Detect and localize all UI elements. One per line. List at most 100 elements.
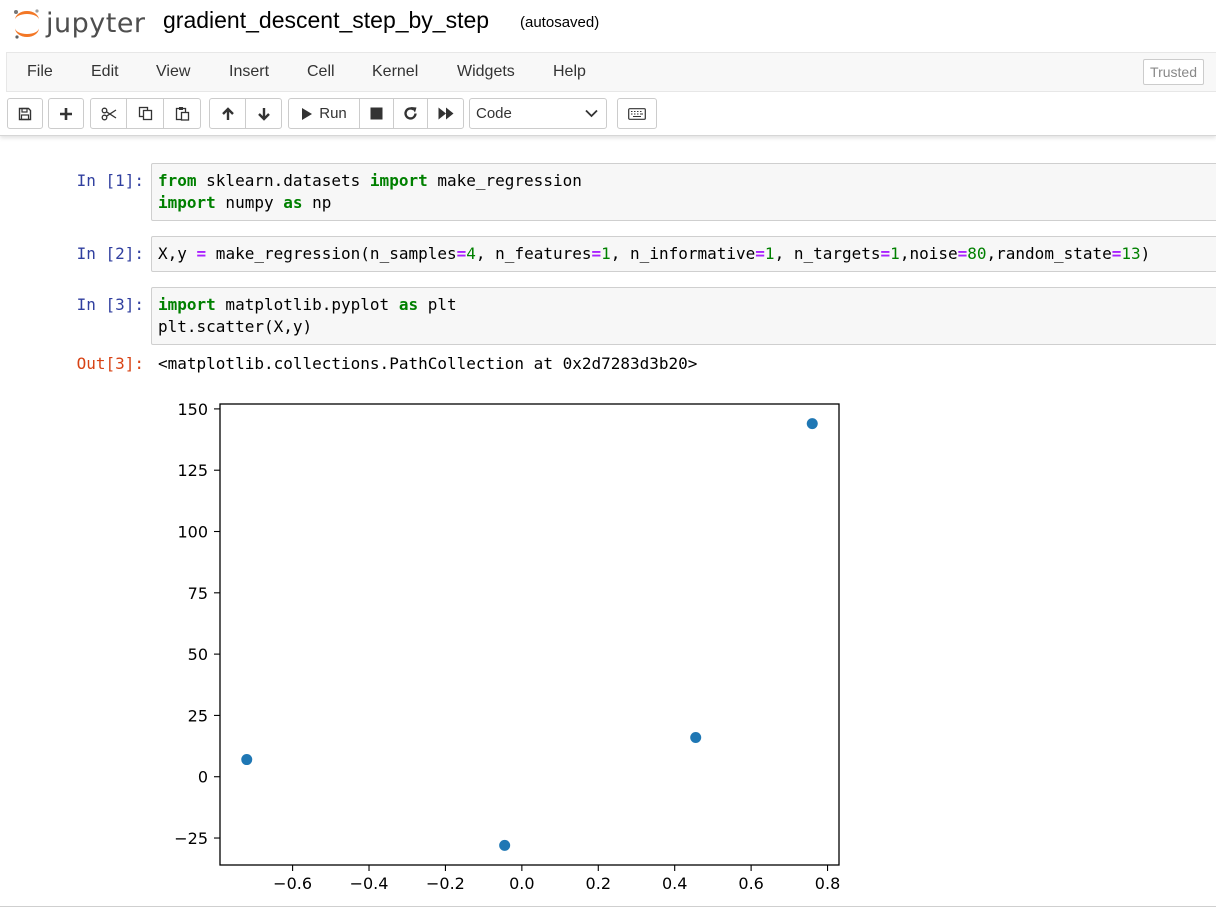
jupyter-logo-text: jupyter [46, 7, 146, 39]
x-tick-label: 0.4 [662, 874, 687, 893]
code-token: ,noise [899, 244, 958, 263]
x-tick-label: 0.0 [509, 874, 534, 893]
interrupt-button[interactable] [359, 98, 394, 129]
x-tick-label: −0.6 [273, 874, 312, 893]
move-up-button[interactable] [209, 98, 246, 129]
y-tick-label: 75 [188, 584, 208, 603]
y-tick-label: 50 [188, 645, 208, 664]
code-token: 4 [466, 244, 476, 263]
paste-icon [175, 107, 189, 121]
menu-insert[interactable]: Insert [229, 63, 270, 80]
y-tick-label: 150 [177, 400, 208, 419]
notebook-header: jupyter gradient_descent_step_by_step (a… [0, 0, 1216, 136]
code-token: import [369, 171, 428, 190]
y-tick-label: 125 [177, 461, 208, 480]
scatter-plot: −0.6 −0.4 −0.2 0.0 0.2 0.4 0.6 0.8 −25 0 25 50 75 100… [174, 400, 840, 893]
input-prompt-2: In [2]: [76, 244, 144, 263]
code-line: import numpy as np [158, 192, 1216, 214]
code-token: as [398, 295, 419, 314]
code-token: = [880, 244, 891, 263]
input-prompt-3: In [3]: [76, 295, 144, 314]
menu-edit[interactable]: Edit [91, 63, 119, 80]
output-text: <matplotlib.collections.PathCollection a… [158, 354, 698, 373]
menu-view[interactable]: View [156, 63, 191, 80]
save-button[interactable] [7, 98, 43, 129]
code-token: make_regression(n_samples [206, 244, 457, 263]
y-tick-label: −25 [174, 829, 208, 848]
code-token: import [158, 193, 216, 212]
restart-run-all-button[interactable] [427, 98, 464, 129]
menu-help[interactable]: Help [553, 63, 586, 80]
trusted-indicator[interactable]: Trusted [1143, 59, 1204, 85]
code-token: X,y [158, 244, 197, 263]
code-token: = [196, 244, 207, 263]
restart-icon [404, 107, 417, 120]
code-token: , n_features [475, 244, 592, 263]
x-tick-label: −0.2 [426, 874, 465, 893]
code-token: ) [1140, 244, 1151, 263]
plot-axes-frame [219, 403, 840, 866]
code-token: = [1111, 244, 1122, 263]
save-icon [18, 107, 32, 120]
code-token: np [302, 193, 332, 212]
x-tick-label: 0.8 [815, 874, 840, 893]
copy-button[interactable] [126, 98, 164, 129]
code-line: from sklearn.datasets import make_regres… [158, 170, 1216, 192]
chevron-down-icon [585, 109, 598, 118]
run-button[interactable]: Run [288, 98, 360, 129]
arrow-down-icon [257, 107, 270, 121]
code-cell-3[interactable]: import matplotlib.pyplot as plt plt.scatt… [151, 287, 1216, 345]
code-token: ,random_state [986, 244, 1112, 263]
move-down-button[interactable] [245, 98, 282, 129]
code-token: = [591, 244, 602, 263]
y-tick-label: 25 [188, 706, 208, 725]
menu-widgets[interactable]: Widgets [457, 63, 515, 80]
toolbar: Run Code [0, 96, 1216, 132]
stop-icon [370, 107, 383, 120]
code-token: , n_targets [774, 244, 881, 263]
code-token: from [158, 171, 197, 190]
menu-kernel[interactable]: Kernel [372, 63, 419, 80]
keyboard-icon [628, 107, 646, 120]
y-tick-label: 0 [198, 768, 208, 787]
code-token: 1 [764, 244, 775, 263]
code-token: = [957, 244, 968, 263]
code-token: = [755, 244, 765, 263]
code-token: 80 [967, 244, 987, 263]
scissors-icon [101, 107, 116, 120]
code-cell-1[interactable]: from sklearn.datasets import make_regres… [151, 163, 1216, 221]
code-token: 13 [1121, 244, 1141, 263]
command-palette-button[interactable] [617, 98, 657, 129]
code-token: import [158, 295, 216, 314]
code-token: make_regression [427, 171, 582, 190]
restart-button[interactable] [393, 98, 428, 129]
plot-marks: −0.6 −0.4 −0.2 0.0 0.2 0.4 0.6 0.8 −25 0 25 50 75 100… [174, 400, 840, 893]
jupyter-logo[interactable]: jupyter [12, 4, 146, 44]
code-token: as [283, 193, 303, 212]
code-token: sklearn.datasets [196, 171, 370, 190]
autosave-status: (autosaved) [520, 14, 600, 31]
jupyter-logo-icon [14, 9, 39, 39]
code-token: , n_informative [610, 244, 756, 263]
scatter-point [241, 754, 253, 766]
paste-button[interactable] [163, 98, 201, 129]
menu-cell[interactable]: Cell [307, 63, 335, 80]
cell-type-value: Code [476, 105, 512, 122]
page-bottom-divider [0, 906, 1216, 907]
input-prompt-1: In [1]: [76, 171, 144, 190]
code-token: plt.scatter(X,y) [158, 317, 313, 336]
insert-cell-button[interactable] [48, 98, 84, 129]
run-button-label: Run [319, 105, 347, 122]
code-token: = [456, 244, 467, 263]
menu-file[interactable]: File [27, 63, 53, 80]
code-line: X,y = make_regression(n_samples=4, n_fea… [158, 243, 1216, 265]
plus-icon [60, 107, 72, 120]
code-token: plt [418, 295, 457, 314]
x-tick-label: 0.6 [738, 874, 763, 893]
code-cell-2[interactable]: X,y = make_regression(n_samples=4, n_fea… [151, 236, 1216, 272]
code-line: plt.scatter(X,y) [158, 316, 1216, 338]
arrow-up-icon [221, 106, 234, 120]
cell-type-select[interactable]: Code [469, 98, 607, 129]
notebook-title[interactable]: gradient_descent_step_by_step [163, 7, 490, 33]
cut-button[interactable] [90, 98, 127, 129]
